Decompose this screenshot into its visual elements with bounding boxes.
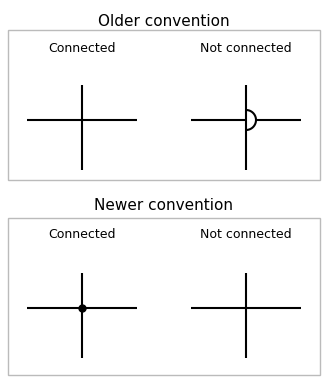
Text: Newer convention: Newer convention (94, 198, 234, 213)
Text: Not connected: Not connected (200, 42, 292, 55)
Text: Connected: Connected (48, 42, 116, 55)
Text: Older convention: Older convention (98, 14, 230, 29)
Bar (8, 30, 320, 180)
Bar (8, 218, 320, 375)
Text: Connected: Connected (48, 228, 116, 241)
Text: Not connected: Not connected (200, 228, 292, 241)
